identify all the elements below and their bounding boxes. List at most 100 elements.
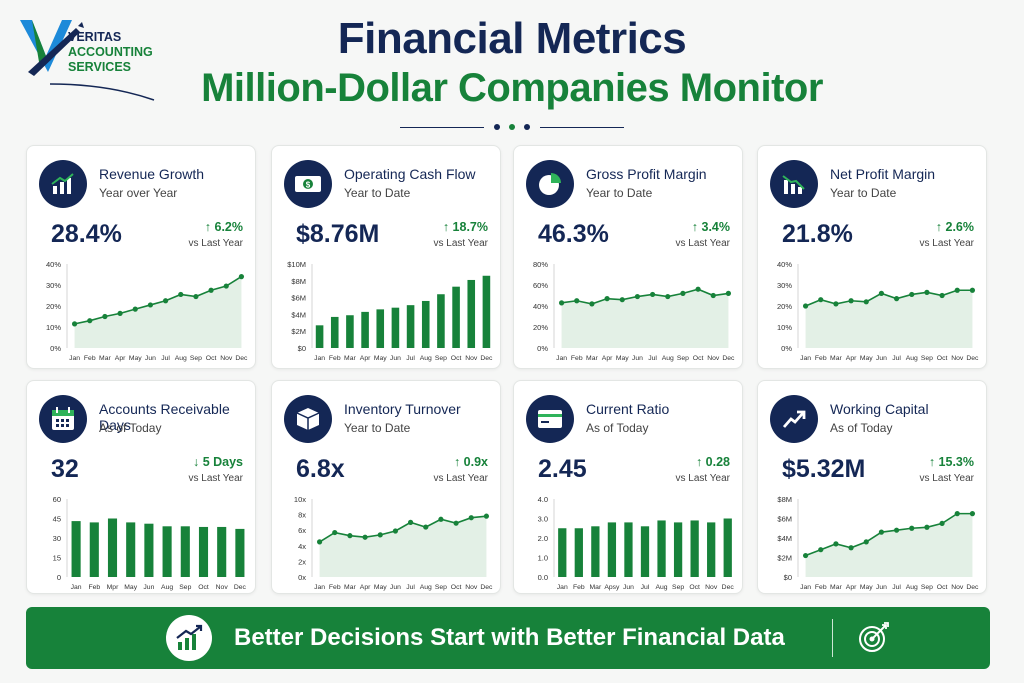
series-area <box>74 276 242 348</box>
x-tick-label: Aug <box>420 584 432 591</box>
bar <box>467 279 476 348</box>
x-tick-label: Nov <box>465 584 478 591</box>
data-point <box>619 297 625 303</box>
x-tick-label: Nov <box>705 584 718 591</box>
card-change: ↑ 6.2% vs Last Year <box>189 220 243 249</box>
y-tick-label: 30 <box>53 534 61 543</box>
logo-mark-icon <box>20 20 155 101</box>
y-tick-label: $6M <box>777 515 792 524</box>
data-point <box>132 306 138 312</box>
y-tick-label: $0 <box>298 344 306 353</box>
data-point <box>969 511 976 517</box>
x-tick-label: Mpr <box>107 584 119 591</box>
x-tick-label: Jun <box>390 355 401 362</box>
bar <box>217 526 227 577</box>
card-title: Inventory Turnover <box>344 401 461 417</box>
change-value: ↑ 0.28 <box>695 455 730 469</box>
y-tick-label: 3.0 <box>538 515 548 524</box>
card-title: Current Ratio <box>586 401 670 417</box>
data-point <box>178 291 184 298</box>
x-tick-label: Oct <box>937 584 948 591</box>
bar <box>126 522 136 577</box>
card-value: 2.45 <box>538 455 587 483</box>
data-point <box>193 293 199 300</box>
card-subtitle: Year to Date <box>344 186 411 200</box>
y-tick-label: 80% <box>533 260 548 269</box>
card-subtitle: As of Today <box>830 421 893 435</box>
y-tick-label: 4.0 <box>538 495 548 504</box>
metric-chart: 0% 10% 20% 30% 40% Jan Feb Mar Apr May Jun Jul Aug Se… <box>777 260 979 362</box>
target-icon <box>854 621 894 655</box>
x-tick-label: Aug <box>161 584 173 591</box>
bar <box>107 518 118 577</box>
change-compare: vs Last Year <box>919 238 974 249</box>
data-point <box>924 524 930 530</box>
y-tick-label: 20% <box>777 302 792 311</box>
x-tick-label: Sep <box>179 584 191 591</box>
y-tick-label: 40% <box>533 302 548 311</box>
data-point <box>87 318 93 324</box>
data-point <box>362 534 368 540</box>
data-point <box>833 301 839 307</box>
bar <box>673 522 683 577</box>
x-tick-label: Dec <box>480 584 493 591</box>
card-value: 46.3% <box>538 220 609 248</box>
cash-icon: $ <box>284 160 332 208</box>
y-tick-label: 30% <box>46 281 61 290</box>
x-tick-label: Mar <box>344 584 356 591</box>
metric-card: Inventory Turnover Year to Date 6.8x ↑ 0.9x… <box>271 380 501 594</box>
card-change: ↑ 0.9x vs Last Year <box>434 455 488 484</box>
card-value: 28.4% <box>51 220 122 248</box>
metric-chart: 0% 10% 20% 30% 40% Jan Feb Mar Apr May Jun Jul Aug Se… <box>46 260 248 362</box>
x-tick-label: Sep <box>921 355 933 362</box>
card-icon <box>526 395 574 443</box>
bar <box>591 526 600 577</box>
x-tick-label: Oct <box>198 584 209 591</box>
data-point <box>453 520 459 526</box>
x-tick-label: Jun <box>390 584 401 591</box>
x-tick-label: May <box>374 584 387 591</box>
data-point <box>848 298 854 304</box>
y-tick-label: 10x <box>294 495 306 504</box>
metric-card: Working Capital As of Today $5.32M ↑ 15.3% v… <box>757 380 987 594</box>
y-tick-label: $4M <box>291 310 306 319</box>
x-tick-label: Feb <box>88 584 100 591</box>
x-tick-label: Jan <box>800 584 811 591</box>
y-tick-label: 2.0 <box>538 534 548 543</box>
y-tick-label: 2x <box>298 557 306 566</box>
x-tick-label: Sep <box>921 584 933 591</box>
data-point <box>423 524 429 530</box>
bar <box>574 528 583 577</box>
growth-chart-icon <box>166 615 212 661</box>
x-tick-label: Apr <box>846 355 857 362</box>
data-point <box>802 552 809 559</box>
data-point <box>238 274 245 280</box>
x-tick-label: Oct <box>206 355 217 362</box>
x-tick-label: May <box>129 355 142 362</box>
x-tick-label: Jun <box>876 355 887 362</box>
bar <box>690 520 699 577</box>
x-tick-label: Jun <box>143 584 154 591</box>
data-point <box>147 302 154 308</box>
y-tick-label: 0% <box>781 344 792 353</box>
data-point <box>347 533 353 539</box>
x-tick-label: Nov <box>465 355 478 362</box>
y-tick-label: 40% <box>777 260 792 269</box>
x-tick-label: Aug <box>906 355 918 362</box>
bar <box>144 523 154 577</box>
data-point <box>117 310 123 316</box>
metric-chart: $0 $2M $4M $6M $8M $10M Jan Feb Mar Apr May Jun Jul A… <box>287 260 493 362</box>
x-tick-label: Mar <box>830 584 842 591</box>
bar <box>180 526 190 577</box>
bar <box>198 526 209 577</box>
bar-decline-icon <box>770 160 818 208</box>
x-tick-label: May <box>124 584 137 591</box>
x-tick-label: Feb <box>815 355 827 362</box>
metric-chart: 0.0 1.0 2.0 3.0 4.0 Jan Feb Mar Apsy Jun Jul Aug Sep… <box>538 495 735 591</box>
x-tick-label: Sep <box>672 584 684 591</box>
x-tick-label: Feb <box>573 584 585 591</box>
data-point <box>604 296 610 302</box>
x-tick-label: Jan <box>800 355 811 362</box>
series-area <box>805 513 973 577</box>
